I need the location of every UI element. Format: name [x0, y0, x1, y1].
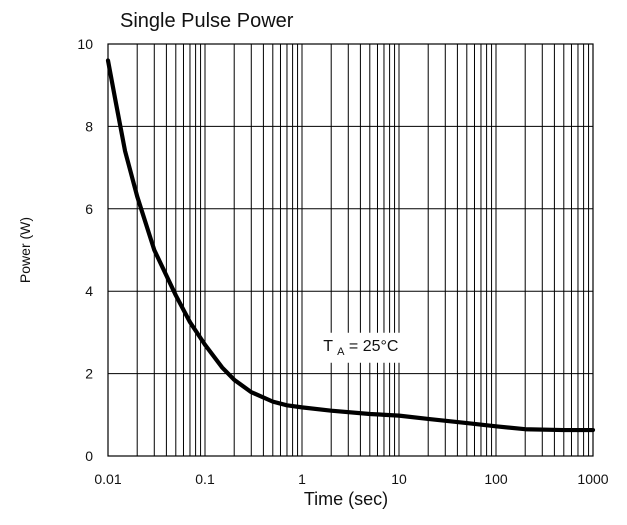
annotation: T A = 25°C [317, 332, 416, 363]
annotation-background [317, 332, 416, 363]
x-axis-label: Time (sec) [304, 489, 388, 509]
y-tick-label: 6 [85, 201, 93, 217]
x-tick-label: 0.01 [94, 471, 121, 487]
plot-frame [107, 43, 594, 457]
series-line [105, 58, 596, 433]
y-tick-label: 10 [77, 36, 93, 52]
x-tick-label: 10 [391, 471, 407, 487]
annotation-text: T A = 25°C [323, 338, 398, 359]
y-axis-label: Power (W) [17, 217, 33, 283]
annotation-rest: = 25°C [349, 338, 399, 355]
annotation-main: T [323, 338, 333, 355]
y-tick-label: 0 [85, 448, 93, 464]
y-axis-ticks: 0 2 4 6 8 10 [77, 36, 93, 464]
y-tick-label: 4 [85, 283, 93, 299]
x-tick-label: 1 [298, 471, 306, 487]
x-tick-label: 100 [484, 471, 508, 487]
x-axis-ticks: 0.01 0.1 1 10 100 1000 [94, 471, 608, 487]
x-tick-label: 0.1 [195, 471, 215, 487]
y-tick-label: 2 [85, 366, 93, 382]
x-tick-label: 1000 [577, 471, 608, 487]
y-tick-label: 8 [85, 118, 93, 134]
annotation-sub: A [337, 346, 345, 358]
chart-title: Single Pulse Power [120, 10, 294, 32]
